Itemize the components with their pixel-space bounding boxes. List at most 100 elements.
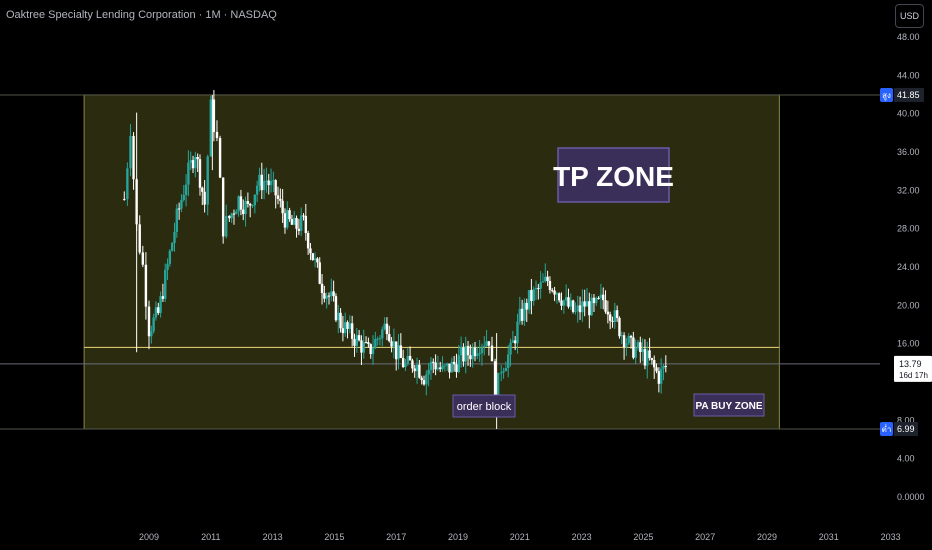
- candle-body: [548, 281, 552, 291]
- candle-body: [523, 302, 526, 321]
- candle-body: [399, 345, 403, 358]
- candle-body: [132, 135, 135, 180]
- candle-body: [198, 159, 202, 188]
- candle-body: [239, 196, 243, 210]
- candle-body: [485, 341, 488, 346]
- candle-body: [422, 380, 426, 385]
- candle-body: [434, 362, 437, 370]
- candle-body: [466, 346, 470, 356]
- candle-body: [551, 290, 554, 292]
- candle-body: [304, 215, 308, 234]
- candle-body: [615, 310, 619, 318]
- candle-body: [420, 377, 423, 381]
- candle-body: [288, 210, 291, 220]
- currency-button[interactable]: USD: [895, 4, 924, 28]
- candle-body: [595, 297, 598, 304]
- candle-body: [194, 157, 197, 169]
- candle-body: [272, 180, 275, 182]
- candle-body: [476, 353, 479, 357]
- candle-body: [299, 215, 303, 231]
- candle-body: [641, 349, 644, 353]
- candle-body: [313, 258, 317, 260]
- candle-body: [415, 364, 419, 372]
- candle-body: [574, 311, 577, 313]
- candle-body: [578, 305, 582, 313]
- candle-body: [404, 363, 407, 368]
- candle-body: [332, 291, 335, 297]
- year-tick-label: 2011: [201, 532, 220, 542]
- candle-body: [293, 217, 296, 225]
- year-tick-label: 2023: [572, 532, 592, 542]
- candle-body: [232, 213, 236, 215]
- candle-body: [138, 224, 141, 253]
- candle-body: [154, 307, 158, 318]
- buy-zone-label: PA BUY ZONE: [695, 401, 762, 412]
- candle-body: [242, 209, 245, 215]
- candle-body: [228, 215, 231, 219]
- candle-body: [355, 335, 359, 346]
- candle-body: [500, 372, 503, 374]
- low-tag-value: 6.99: [897, 424, 915, 434]
- candle-body: [553, 290, 556, 295]
- candle-body: [334, 296, 338, 321]
- candle-body: [337, 312, 340, 321]
- candle-body: [643, 349, 647, 366]
- candle-body: [161, 296, 165, 299]
- tp-zone-box: [557, 147, 670, 203]
- candle-body: [215, 131, 219, 139]
- candle-body: [432, 361, 435, 363]
- candle-body: [480, 346, 484, 354]
- candle-body: [390, 341, 393, 347]
- candle-body: [520, 308, 524, 321]
- year-tick-label: 2019: [448, 532, 468, 542]
- candle-body: [180, 199, 183, 209]
- candle-body: [413, 368, 416, 372]
- high-tag-value: 41.85: [897, 90, 920, 100]
- candle-body: [311, 253, 314, 260]
- candle-body: [439, 367, 442, 370]
- candle-body: [590, 297, 593, 316]
- candle-body: [534, 288, 538, 290]
- candle-body: [258, 174, 261, 186]
- candle-body: [469, 355, 472, 360]
- candle-body: [606, 311, 610, 315]
- price-tick-label: 24.00: [897, 262, 920, 272]
- candle-body: [560, 300, 563, 306]
- year-tick-label: 2017: [386, 532, 406, 542]
- candle-body: [362, 342, 365, 353]
- candle-body: [260, 174, 263, 191]
- candle-body: [608, 314, 612, 321]
- candle-body: [653, 360, 656, 368]
- candle-body: [639, 342, 642, 353]
- year-tick-label: 2027: [695, 532, 715, 542]
- year-tick-label: 2015: [324, 532, 344, 542]
- candle-body: [189, 160, 192, 163]
- low-tag-prefix-box: [880, 422, 893, 437]
- candle-body: [166, 263, 169, 270]
- candle-body: [581, 301, 584, 313]
- candle-body: [620, 335, 623, 337]
- candle-body: [395, 341, 398, 360]
- candle-body: [493, 361, 497, 411]
- candle-body: [546, 276, 549, 282]
- candle-body: [436, 367, 440, 370]
- candle-body: [348, 323, 352, 329]
- candle-body: [191, 160, 195, 169]
- candle-body: [364, 342, 368, 344]
- candle-body: [583, 301, 586, 307]
- candle-body: [622, 335, 626, 348]
- candle-body: [341, 328, 345, 334]
- candle-body: [525, 302, 528, 310]
- candle-body: [330, 291, 333, 297]
- year-tick-label: 2029: [757, 532, 777, 542]
- candle-body: [346, 322, 349, 329]
- candle-body: [244, 201, 247, 215]
- candle-body: [459, 347, 463, 356]
- candle-body: [592, 297, 596, 304]
- candle-body: [221, 177, 225, 237]
- candle-body: [599, 294, 603, 299]
- candle-body: [625, 343, 628, 348]
- candle-body: [473, 347, 477, 357]
- low-tag-box: [894, 422, 918, 437]
